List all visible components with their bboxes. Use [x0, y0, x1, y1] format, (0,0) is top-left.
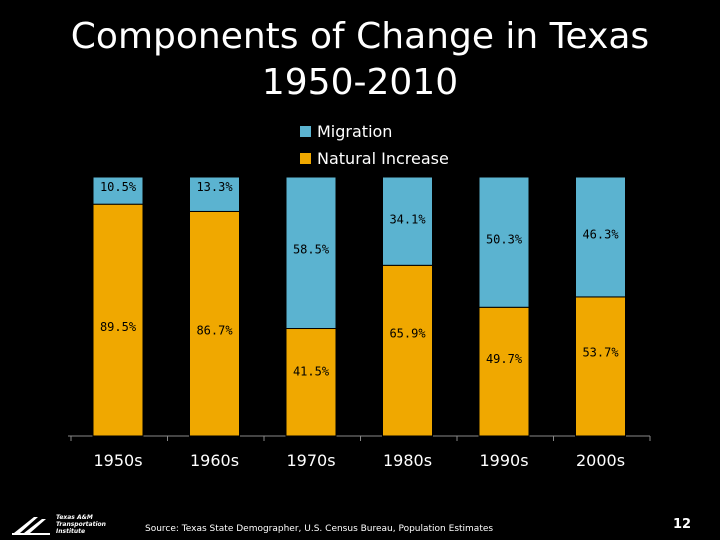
logo-mark-icon: [12, 517, 50, 535]
tti-logo: Texas A&M Transportation Institute: [12, 512, 127, 536]
legend-label-migration: Migration: [317, 122, 393, 141]
page-number: 12: [673, 517, 692, 532]
bar-natural-increase-1980s: [382, 264, 433, 437]
category-label-1970s: 1970s: [286, 451, 335, 470]
data-label-migration-1950s: 10.5%: [100, 180, 137, 194]
data-label-natural-increase-1970s: 41.5%: [293, 365, 330, 379]
legend-item-migration: Migration: [300, 118, 449, 145]
data-label-natural-increase-1990s: 49.7%: [486, 352, 523, 366]
chart-title-line-2: 1950-2010: [261, 62, 459, 103]
chart-title: Components of Change in Texas 1950-2010: [0, 14, 720, 106]
bar-migration-1980s: [382, 176, 433, 266]
category-label-1980s: 1980s: [383, 451, 432, 470]
data-label-natural-increase-1950s: 89.5%: [100, 320, 137, 334]
logo-text: Texas A&M Transportation Institute: [56, 514, 106, 535]
data-label-natural-increase-1980s: 65.9%: [389, 327, 426, 341]
bar-migration-1950s: [92, 176, 144, 205]
category-label-1950s: 1950s: [93, 451, 142, 470]
legend-swatch-natural-increase: [300, 153, 311, 164]
data-label-natural-increase-2000s: 53.7%: [582, 346, 619, 360]
chart-title-line-1: Components of Change in Texas: [70, 16, 650, 57]
data-label-migration-1990s: 50.3%: [486, 233, 523, 247]
data-label-migration-1970s: 58.5%: [293, 243, 330, 257]
logo-text-line-3: Institute: [56, 527, 86, 535]
bar-migration-1990s: [478, 176, 530, 308]
bar-migration-1960s: [189, 176, 240, 212]
legend: Migration Natural Increase: [300, 118, 449, 172]
bar-migration-2000s: [575, 176, 626, 298]
bar-natural-increase-2000s: [575, 296, 626, 437]
bar-migration-1970s: [285, 176, 337, 330]
category-label-2000s: 2000s: [576, 451, 625, 470]
bar-natural-increase-1970s: [285, 328, 337, 437]
logo-text-line-1: Texas A&M: [56, 513, 93, 521]
category-label-1960s: 1960s: [190, 451, 239, 470]
data-label-migration-1960s: 13.3%: [196, 180, 233, 194]
source-note: Source: Texas State Demographer, U.S. Ce…: [145, 524, 494, 534]
category-label-1990s: 1990s: [479, 451, 528, 470]
data-label-natural-increase-1960s: 86.7%: [196, 323, 233, 337]
bar-natural-increase-1990s: [478, 306, 530, 437]
legend-swatch-migration: [300, 126, 311, 137]
logo-text-line-2: Transportation: [56, 520, 106, 528]
data-label-migration-2000s: 46.3%: [582, 228, 619, 242]
legend-item-natural-increase: Natural Increase: [300, 145, 449, 172]
legend-label-natural-increase: Natural Increase: [317, 149, 449, 168]
data-label-migration-1980s: 34.1%: [389, 212, 426, 226]
